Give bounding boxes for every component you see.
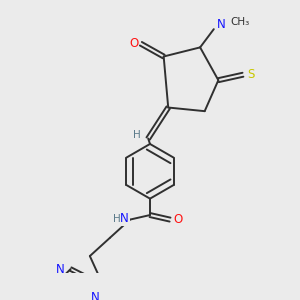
Text: N: N [120, 212, 129, 225]
Text: N: N [217, 18, 225, 31]
Text: H: H [134, 130, 141, 140]
Text: N: N [56, 262, 64, 275]
Text: N: N [91, 291, 100, 300]
Text: O: O [174, 213, 183, 226]
Text: O: O [129, 37, 138, 50]
Text: CH₃: CH₃ [230, 17, 249, 27]
Text: H: H [113, 214, 121, 224]
Text: S: S [248, 68, 255, 81]
